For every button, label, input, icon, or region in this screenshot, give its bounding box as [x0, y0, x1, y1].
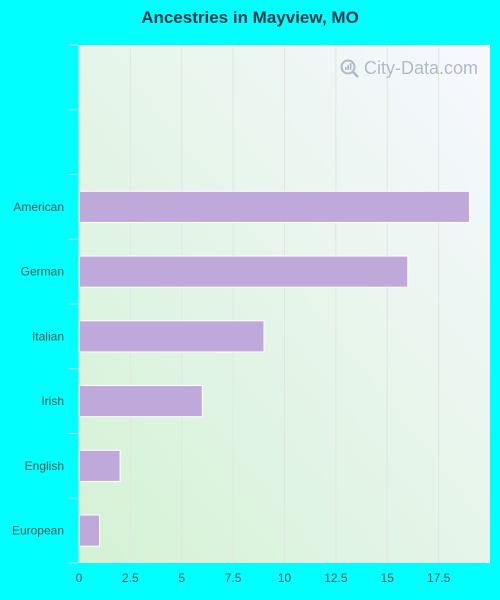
bar-american	[78, 190, 470, 223]
x-tick-label: 12.5	[324, 571, 348, 585]
y-tick-label: European	[12, 524, 64, 538]
bar-irish	[78, 385, 203, 418]
x-tick-label: 15	[381, 571, 395, 585]
y-tick-label: German	[21, 265, 64, 279]
watermark: City-Data.com	[340, 58, 478, 79]
x-axis: 0 2.5 5 7.5 10 12.5 15 17.5	[76, 571, 451, 585]
x-tick-label: 0	[76, 571, 83, 585]
y-tick-label: American	[13, 200, 64, 214]
bar-italian	[78, 320, 265, 353]
bar-english	[78, 449, 121, 482]
x-tick-label: 17.5	[427, 571, 451, 585]
y-tick-label: Italian	[32, 329, 64, 343]
x-tick-label: 2.5	[122, 571, 139, 585]
y-tick-label: Irish	[41, 394, 64, 408]
chart-title: Ancestries in Mayview, MO	[141, 8, 359, 27]
y-tick-label: English	[25, 459, 64, 473]
bar-german	[78, 255, 409, 288]
y-axis: American German Italian Irish English Europea…	[12, 44, 78, 564]
bar-european	[78, 514, 101, 547]
watermark-text: City-Data.com	[363, 58, 478, 78]
x-tick-label: 10	[278, 571, 292, 585]
bars	[78, 190, 470, 547]
x-tick-label: 5	[178, 571, 185, 585]
magnifier-icon	[340, 59, 359, 78]
x-tick-label: 7.5	[225, 571, 242, 585]
